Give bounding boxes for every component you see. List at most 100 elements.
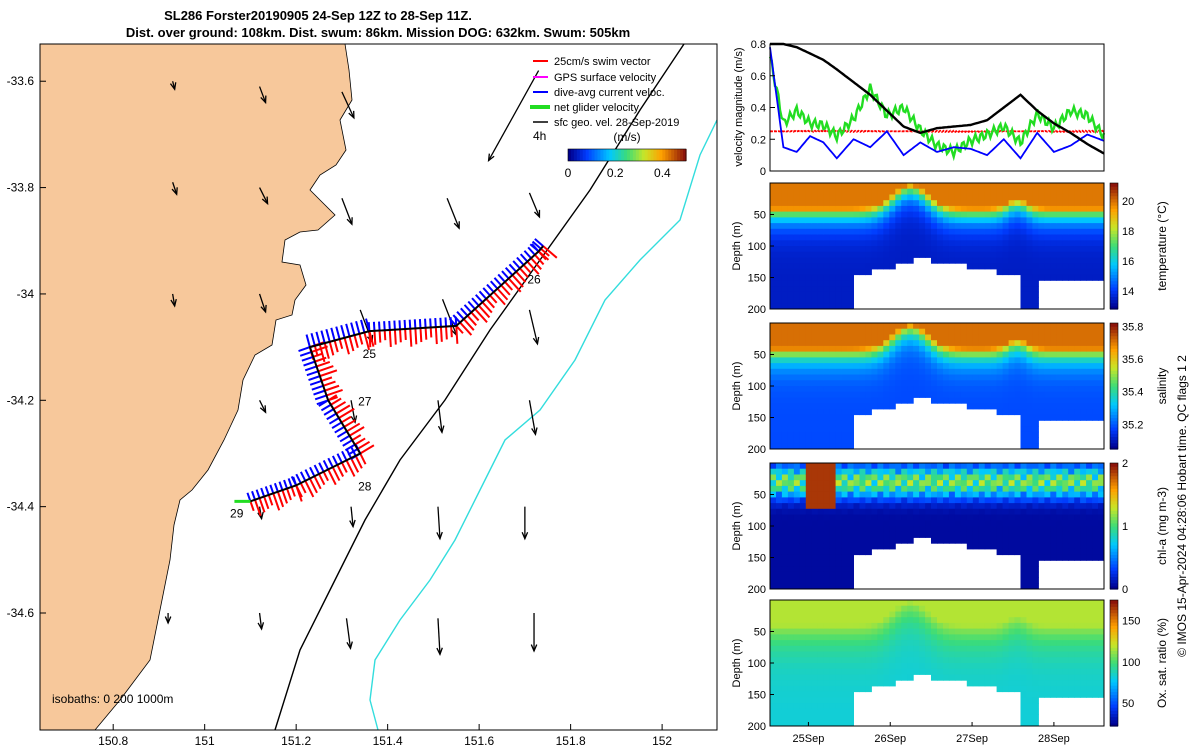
- salinity-cell: [835, 351, 843, 358]
- chla-cell: [960, 491, 968, 498]
- temperature-colorbar-segment: [1110, 280, 1118, 285]
- current-vector: [336, 453, 343, 464]
- salinity-cell: [841, 386, 849, 393]
- temperature-cell: [966, 223, 974, 230]
- oxygen-cell: [811, 663, 819, 670]
- chla-cell: [871, 503, 878, 510]
- chla-cell: [770, 497, 777, 504]
- temperature-cell: [799, 240, 807, 247]
- temperature-cell: [781, 246, 789, 253]
- temperature-cell: [859, 223, 866, 230]
- oxygen-cell: [937, 605, 944, 612]
- oxygen-cell: [1050, 651, 1057, 658]
- chla-cell: [817, 577, 825, 584]
- chla-cell: [913, 520, 920, 527]
- oxygen-cell: [811, 703, 819, 710]
- chla-cell: [1038, 526, 1045, 533]
- chla-cell: [847, 560, 854, 567]
- temperature-cell: [1020, 194, 1027, 201]
- chla-cell: [1002, 480, 1010, 487]
- oxygen-cell: [931, 628, 938, 635]
- temperature-cell: [1098, 211, 1105, 218]
- oxygen-cell: [781, 640, 789, 647]
- salinity-cell: [1044, 386, 1051, 393]
- salinity-cell: [1068, 357, 1075, 364]
- temperature-cell: [799, 200, 807, 207]
- temperature-cell: [1086, 234, 1093, 241]
- temperature-cell: [1008, 205, 1016, 213]
- temperature-cell: [943, 234, 950, 241]
- salinity-cell: [1032, 368, 1039, 375]
- chla-cell: [907, 503, 914, 510]
- salinity-colorbar-segment: [1110, 426, 1118, 431]
- salinity-cell: [889, 374, 896, 381]
- salinity-cell: [817, 340, 825, 347]
- salinity-cell: [931, 357, 938, 364]
- chla-cell: [781, 560, 789, 567]
- oxygen-y-tick-label: 50: [754, 627, 766, 639]
- temperature-cell: [954, 217, 962, 224]
- temperature-cell: [841, 211, 849, 218]
- oxygen-cell: [1026, 617, 1033, 624]
- salinity-cell: [1038, 397, 1045, 404]
- temperature-cell: [811, 257, 819, 264]
- temperature-cell: [781, 280, 789, 287]
- chla-cell: [865, 531, 872, 538]
- chla-cell: [835, 554, 843, 561]
- chla-cell: [835, 577, 843, 584]
- oxygen-cell: [770, 617, 777, 624]
- map-colorbar-segment: [594, 149, 599, 161]
- temperature-cell: [883, 228, 890, 235]
- salinity-cell: [996, 391, 1004, 398]
- salinity-cell: [781, 328, 789, 335]
- oxygen-cell: [1032, 622, 1039, 630]
- salinity-cell: [1008, 345, 1016, 353]
- chla-cell: [1056, 491, 1063, 498]
- chla-cell: [943, 491, 950, 498]
- geo-arrow: [487, 70, 540, 163]
- salinity-cell: [817, 368, 825, 375]
- temperature-y-tick-label: 200: [748, 304, 766, 316]
- chla-cell: [805, 474, 813, 481]
- temperature-cell: [823, 200, 831, 207]
- salinity-cell: [937, 328, 944, 335]
- oxygen-cell: [966, 657, 974, 664]
- chla-cell: [1056, 474, 1063, 481]
- temperature-cell: [1092, 211, 1099, 218]
- salinity-cell: [996, 351, 1004, 358]
- salinity-cell: [770, 323, 777, 330]
- swim-vector: [327, 468, 337, 486]
- oxygen-cell: [960, 674, 968, 681]
- chla-cell: [835, 497, 843, 504]
- temperature-cell: [943, 223, 950, 230]
- chla-cell: [1056, 468, 1063, 475]
- oxygen-cell: [1008, 622, 1016, 630]
- salinity-cell: [972, 368, 980, 375]
- salinity-cell: [793, 380, 801, 387]
- current-vector: [342, 439, 353, 447]
- salinity-cell: [805, 363, 813, 370]
- temperature-cell: [1026, 274, 1033, 281]
- salinity-cell: [835, 334, 843, 341]
- chla-cell: [793, 548, 801, 556]
- salinity-cell: [835, 340, 843, 347]
- geo-arrow-head: [437, 425, 445, 434]
- temperature-cell: [1026, 205, 1033, 213]
- temperature-cell: [835, 297, 843, 304]
- oxygen-cell: [829, 708, 837, 715]
- oxygen-cell: [776, 600, 783, 607]
- oxygen-cell: [805, 708, 813, 715]
- temperature-cell: [1098, 223, 1105, 230]
- current-vector: [418, 318, 422, 329]
- oxygen-cell: [841, 622, 849, 630]
- current-vector: [519, 253, 529, 263]
- salinity-cell: [1074, 397, 1081, 404]
- oxygen-cell: [1038, 605, 1045, 612]
- salinity-cell: [1056, 374, 1063, 381]
- swim-vector: [537, 250, 550, 261]
- temperature-cell: [1008, 257, 1016, 264]
- salinity-cell: [811, 334, 819, 341]
- temperature-cell: [847, 194, 854, 201]
- salinity-cell: [823, 414, 831, 421]
- oxygen-cell: [1032, 663, 1039, 670]
